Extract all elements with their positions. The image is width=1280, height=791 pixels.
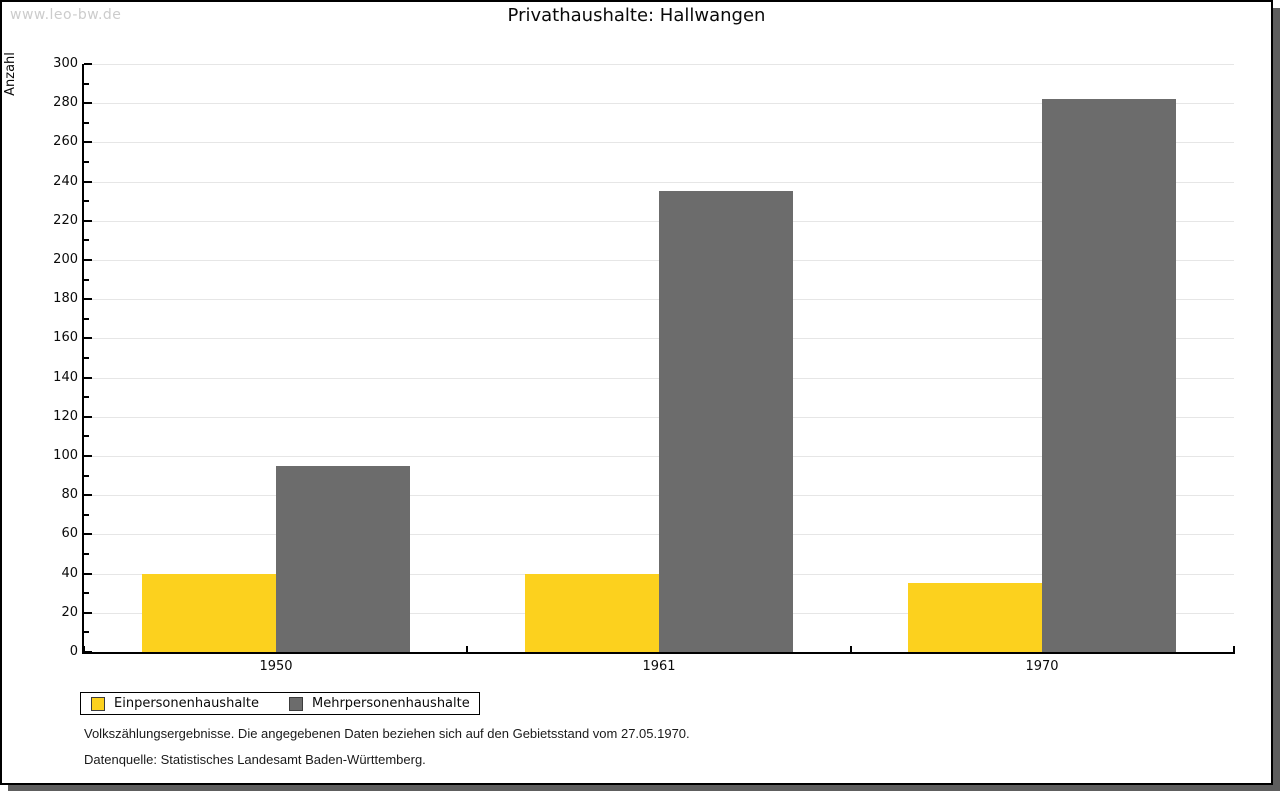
- y-minor-tick-150: [84, 357, 89, 359]
- legend-label-mehrpersonenhaushalte: Mehrpersonenhaushalte: [312, 696, 470, 711]
- x-tick-2: [850, 646, 852, 652]
- y-tick-label-20: 20: [61, 605, 78, 620]
- footnote-data-source: Datenquelle: Statistisches Landesamt Bad…: [84, 752, 426, 767]
- y-minor-tick-90: [84, 475, 89, 477]
- y-major-tick-120: [84, 416, 92, 418]
- y-major-tick-60: [84, 533, 92, 535]
- x-category-label-1950: 1950: [259, 659, 293, 674]
- y-minor-tick-230: [84, 200, 89, 202]
- y-tick-label-0: 0: [69, 644, 78, 659]
- y-minor-tick-250: [84, 161, 89, 163]
- y-minor-tick-290: [84, 83, 89, 85]
- bar-einpersonenhaushalte-1970: [908, 583, 1042, 652]
- gridline-y-240: [84, 182, 1234, 183]
- y-tick-label-100: 100: [53, 448, 78, 463]
- legend-item-einpersonenhaushalte: Einpersonenhaushalte: [91, 696, 259, 711]
- y-major-tick-260: [84, 141, 92, 143]
- x-tick-0: [83, 646, 85, 652]
- legend-swatch-einpersonenhaushalte: [91, 696, 105, 711]
- y-minor-tick-210: [84, 239, 89, 241]
- y-minor-tick-130: [84, 396, 89, 398]
- watermark: www.leo-bw.de: [10, 7, 122, 23]
- y-tick-label-300: 300: [53, 56, 78, 71]
- y-tick-label-40: 40: [61, 566, 78, 581]
- y-major-tick-40: [84, 573, 92, 575]
- y-major-tick-240: [84, 181, 92, 183]
- y-minor-tick-10: [84, 631, 89, 633]
- y-tick-label-120: 120: [53, 409, 78, 424]
- x-tick-3: [1233, 646, 1235, 652]
- legend-item-mehrpersonenhaushalte: Mehrpersonenhaushalte: [289, 696, 470, 711]
- drop-shadow-right: [1273, 8, 1280, 791]
- legend-swatch-mehrpersonenhaushalte: [289, 696, 303, 711]
- y-axis-line: [82, 64, 84, 654]
- gridline-y-280: [84, 103, 1234, 104]
- bar-einpersonenhaushalte-1950: [142, 574, 276, 652]
- y-major-tick-100: [84, 455, 92, 457]
- y-major-tick-20: [84, 612, 92, 614]
- drop-shadow-bottom: [8, 785, 1280, 791]
- gridline-y-260: [84, 142, 1234, 143]
- y-major-tick-220: [84, 220, 92, 222]
- y-minor-tick-270: [84, 122, 89, 124]
- y-major-tick-140: [84, 377, 92, 379]
- y-tick-label-220: 220: [53, 213, 78, 228]
- y-tick-label-280: 280: [53, 95, 78, 110]
- y-tick-label-160: 160: [53, 330, 78, 345]
- legend-box: Einpersonenhaushalte Mehrpersonenhaushalt…: [80, 692, 480, 715]
- y-tick-label-260: 260: [53, 134, 78, 149]
- legend-label-einpersonenhaushalte: Einpersonenhaushalte: [114, 696, 259, 711]
- y-major-tick-200: [84, 259, 92, 261]
- y-tick-label-140: 140: [53, 370, 78, 385]
- y-major-tick-280: [84, 102, 92, 104]
- bar-einpersonenhaushalte-1961: [525, 574, 659, 652]
- y-tick-label-80: 80: [61, 487, 78, 502]
- y-major-tick-80: [84, 494, 92, 496]
- x-category-label-1961: 1961: [642, 659, 676, 674]
- bar-mehrpersonenhaushalte-1970: [1042, 99, 1176, 652]
- y-tick-label-180: 180: [53, 291, 78, 306]
- y-tick-label-240: 240: [53, 174, 78, 189]
- y-minor-tick-70: [84, 514, 89, 516]
- y-minor-tick-190: [84, 279, 89, 281]
- x-axis-line: [82, 652, 1235, 654]
- y-minor-tick-170: [84, 318, 89, 320]
- y-major-tick-300: [84, 63, 92, 65]
- bar-mehrpersonenhaushalte-1950: [276, 466, 410, 652]
- y-minor-tick-110: [84, 435, 89, 437]
- y-major-tick-180: [84, 298, 92, 300]
- y-minor-tick-30: [84, 592, 89, 594]
- chart-title: Privathaushalte: Hallwangen: [507, 5, 766, 26]
- footnote-source-note: Volkszählungsergebnisse. Die angegebenen…: [84, 726, 690, 741]
- gridline-y-300: [84, 64, 1234, 65]
- bar-mehrpersonenhaushalte-1961: [659, 191, 793, 652]
- x-tick-1: [466, 646, 468, 652]
- y-major-tick-0: [84, 651, 92, 653]
- y-tick-label-60: 60: [61, 526, 78, 541]
- x-category-label-1970: 1970: [1025, 659, 1059, 674]
- y-minor-tick-50: [84, 553, 89, 555]
- y-tick-label-200: 200: [53, 252, 78, 267]
- y-major-tick-160: [84, 337, 92, 339]
